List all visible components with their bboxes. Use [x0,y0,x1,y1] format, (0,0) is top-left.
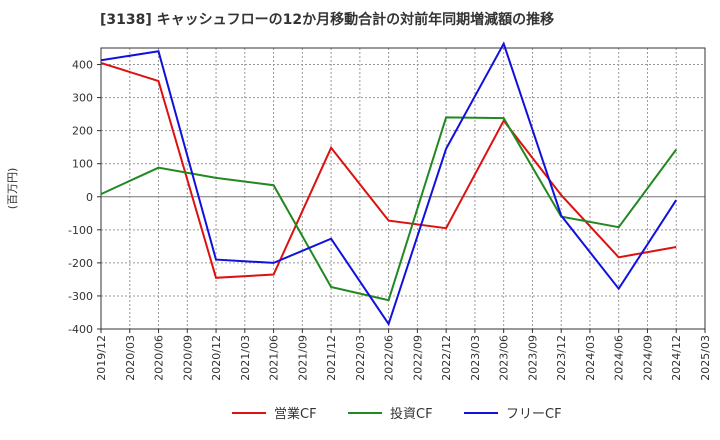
chart-title: [3138] キャッシュフローの12か月移動合計の対前年同期増減額の推移 [100,11,554,28]
y-axis-label: (百万円) [6,168,19,210]
x-tick-label: 2022/06 [383,335,396,381]
series-lines [100,41,678,327]
x-tick-label: 2024/06 [613,335,626,381]
x-tick-label: 2020/12 [210,335,223,381]
x-tick-label: 2021/09 [296,335,309,381]
x-tick-label: 2021/06 [268,335,281,381]
x-tick-label: 2024/03 [584,335,597,381]
y-tick-label: -200 [68,257,93,270]
y-tick-label: 300 [72,92,93,105]
plot-border [100,47,706,330]
x-tick-label: 2023/03 [469,335,482,381]
y-tick-label: 400 [72,59,93,72]
legend: 営業CF 投資CF フリーCF [232,406,562,422]
x-tick-label: 2021/03 [239,335,252,381]
x-tick-label: 2021/12 [325,335,338,381]
x-tick-label: 2023/09 [526,335,539,381]
series-line-3 [100,41,678,327]
x-tick-label: 2024/09 [641,335,654,381]
x-tick-label: 2023/06 [498,335,511,381]
x-tick-label: 2020/03 [124,335,137,381]
plot-frame [100,47,706,330]
x-axis-ticks: 2019/12 2020/03 2020/06 2020/09 2020/12 2021/… [95,329,712,381]
series-line-1 [100,61,677,279]
y-tick-label: 200 [72,125,93,138]
x-tick-label: 2022/12 [440,335,453,381]
x-tick-label: 2020/09 [181,335,194,381]
x-tick-label: 2019/12 [95,335,108,381]
x-tick-label: 2025/03 [699,335,712,381]
y-tick-label: 0 [86,191,93,204]
legend-label: 投資CF [390,406,433,422]
grid [101,48,705,329]
y-tick-label: 100 [72,158,93,171]
legend-label: フリーCF [506,407,562,422]
y-tick-label: -300 [68,290,93,303]
x-tick-label: 2022/09 [411,335,424,381]
series-line-2 [100,116,678,302]
x-tick-label: 2022/03 [354,335,367,381]
x-tick-label: 2024/12 [670,335,683,381]
x-tick-label: 2023/12 [555,335,568,381]
y-tick-label: -400 [68,323,93,336]
x-tick-label: 2020/06 [153,335,166,381]
legend-label: 営業CF [274,406,317,422]
y-axis-ticks: -400 -300 -200 -100 0 100 200 300 400 [68,59,101,336]
y-tick-label: -100 [68,224,93,237]
